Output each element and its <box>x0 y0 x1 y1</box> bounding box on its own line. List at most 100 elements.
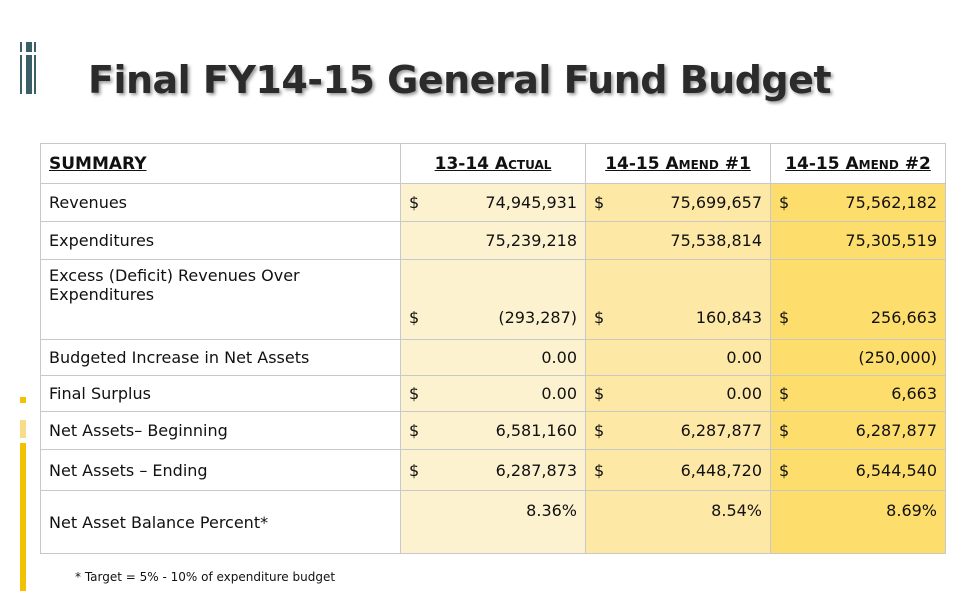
value-cell: $0.00 <box>585 375 771 412</box>
value-wrap: 75,239,218 <box>409 231 577 250</box>
decor-square <box>20 397 26 403</box>
value-cell: $ (293,287) <box>400 259 586 340</box>
row-label: Excess (Deficit) Revenues Over Expenditu… <box>40 259 401 340</box>
value-wrap: 0.00 <box>594 348 762 367</box>
value-cell: 75,239,218 <box>400 221 586 260</box>
value-wrap: $6,663 <box>779 384 937 403</box>
currency-sign: $ <box>409 193 420 212</box>
decor-square <box>20 443 26 591</box>
value-text: 0.00 <box>726 348 762 367</box>
header-row: SUMMARY 13-14 Actual 14-15 Amend #1 14-15 A… <box>40 143 946 184</box>
value-cell: $6,287,877 <box>585 411 771 450</box>
value-cell: $6,581,160 <box>400 411 586 450</box>
value-wrap: 8.54% <box>594 501 762 520</box>
currency-sign: $ <box>409 421 420 440</box>
value-wrap: 0.00 <box>409 348 577 367</box>
value-wrap: $74,945,931 <box>409 193 577 212</box>
value-text: 6,581,160 <box>495 421 577 440</box>
header-cell: 13-14 Actual <box>400 143 586 184</box>
value-cell: $75,562,182 <box>770 183 946 222</box>
value-wrap: $75,562,182 <box>779 193 937 212</box>
value-wrap: $0.00 <box>409 384 577 403</box>
decor-bar <box>26 42 32 94</box>
value-cell: 8.54% <box>585 490 771 554</box>
value-cell: $0.00 <box>400 375 586 412</box>
value-cell: 8.69% <box>770 490 946 554</box>
value-text: 256,663 <box>870 308 937 327</box>
value-text: 75,239,218 <box>485 231 577 250</box>
value-cell: $74,945,931 <box>400 183 586 222</box>
value-cell: (250,000) <box>770 339 946 376</box>
row-label: Expenditures <box>40 221 401 260</box>
header-cell: 14-15 Amend #2 <box>770 143 946 184</box>
value-wrap: $6,544,540 <box>779 461 937 480</box>
currency-sign: $ <box>779 460 790 480</box>
currency-sign: $ <box>594 384 605 403</box>
currency-sign: $ <box>409 384 420 403</box>
budget-table: SUMMARY 13-14 Actual 14-15 Amend #1 14-15 A… <box>40 143 946 554</box>
value-cell: 0.00 <box>400 339 586 376</box>
table-row: Net Assets– Beginning $6,581,160 $6,287,87… <box>40 411 946 450</box>
value-text: 6,544,540 <box>855 460 937 480</box>
value-cell: $256,663 <box>770 259 946 340</box>
value-text: 75,562,182 <box>845 193 937 212</box>
decor-bar <box>34 42 36 94</box>
value-text: 160,843 <box>695 308 762 327</box>
table-row: Net Asset Balance Percent* 8.36% 8.54% 8.69… <box>40 490 946 554</box>
value-text: 8.54% <box>711 501 762 520</box>
title: Final FY14-15 General Fund Budget <box>88 58 832 102</box>
row-label: Revenues <box>40 183 401 222</box>
value-text: 75,305,519 <box>845 231 937 250</box>
value-wrap: $ (293,287) <box>409 308 577 327</box>
header-cell: SUMMARY <box>40 143 401 184</box>
currency-sign: $ <box>594 460 605 480</box>
value-wrap: $160,843 <box>594 308 762 327</box>
value-wrap: $6,287,873 <box>409 461 577 480</box>
table-row: Expenditures 75,239,218 75,538,814 75,305,5… <box>40 221 946 260</box>
value-cell: $6,544,540 <box>770 449 946 491</box>
row-label: Net Asset Balance Percent* <box>40 490 401 554</box>
table-row: Revenues $74,945,931 $75,699,657 $75,562,18… <box>40 183 946 222</box>
value-cell: $75,699,657 <box>585 183 771 222</box>
value-cell: $160,843 <box>585 259 771 340</box>
currency-sign: $ <box>779 193 790 212</box>
decor-square <box>20 420 26 438</box>
value-text: 0.00 <box>541 348 577 367</box>
header-cell: 14-15 Amend #1 <box>585 143 771 184</box>
decor-bar <box>20 52 36 55</box>
row-label: Final Surplus <box>40 375 401 412</box>
value-cell: 75,538,814 <box>585 221 771 260</box>
row-label: Budgeted Increase in Net Assets <box>40 339 401 376</box>
value-wrap: $6,581,160 <box>409 421 577 440</box>
currency-sign: $ <box>779 421 790 440</box>
currency-sign: $ <box>594 421 605 440</box>
value-cell: $6,663 <box>770 375 946 412</box>
value-wrap: (250,000) <box>779 348 937 367</box>
table-row: Net Assets – Ending $6,287,873 $6,448,720 $… <box>40 449 946 491</box>
footnote: * Target = 5% - 10% of expenditure budge… <box>75 570 336 584</box>
value-text: 8.36% <box>526 501 577 520</box>
value-wrap: $75,699,657 <box>594 193 762 212</box>
value-text: 6,287,877 <box>855 421 937 440</box>
table-row: Excess (Deficit) Revenues Over Expenditu… <box>40 259 946 340</box>
value-cell: $6,287,873 <box>400 449 586 491</box>
value-cell: $6,287,877 <box>770 411 946 450</box>
value-wrap: $0.00 <box>594 384 762 403</box>
currency-sign: $ <box>409 308 420 327</box>
value-text: 75,538,814 <box>670 231 762 250</box>
currency-sign: $ <box>779 308 790 327</box>
value-text: 74,945,931 <box>485 193 577 212</box>
value-text: 6,663 <box>891 384 937 403</box>
table-row: Budgeted Increase in Net Assets 0.00 0.00 (… <box>40 339 946 376</box>
value-text: 75,699,657 <box>670 193 762 212</box>
value-cell: 75,305,519 <box>770 221 946 260</box>
value-text: 0.00 <box>541 384 577 403</box>
currency-sign: $ <box>594 308 605 327</box>
value-wrap: $6,448,720 <box>594 461 762 480</box>
currency-sign: $ <box>779 384 790 403</box>
value-wrap: 75,305,519 <box>779 231 937 250</box>
value-text: 6,287,873 <box>495 460 577 480</box>
value-wrap: 75,538,814 <box>594 231 762 250</box>
currency-sign: $ <box>409 460 420 480</box>
